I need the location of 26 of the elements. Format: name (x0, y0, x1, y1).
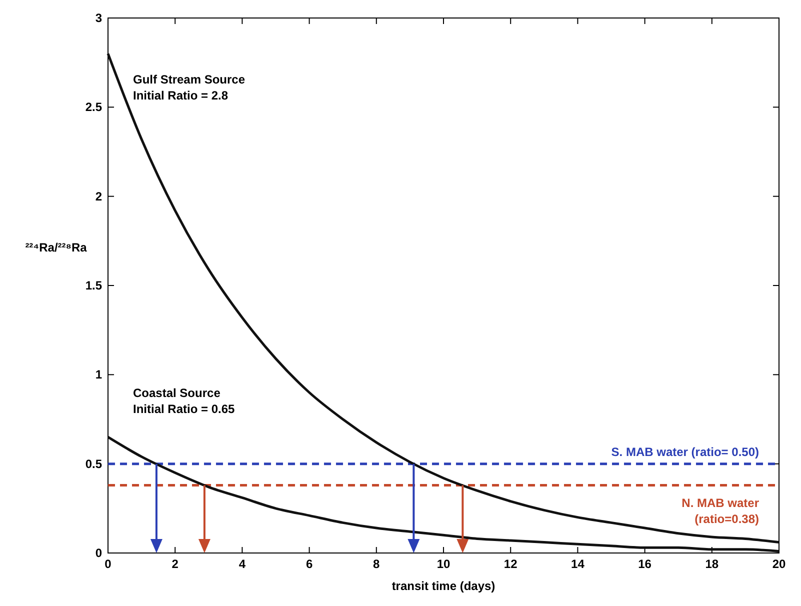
y-axis-title: ²²⁴Ra/²²⁸Ra (25, 240, 88, 254)
ref-line-label: N. MAB water (ratio=0.38) (682, 496, 760, 526)
x-tick-label: 0 (104, 557, 112, 571)
y-tick-label: 3 (95, 11, 102, 25)
x-tick-label: 16 (638, 557, 652, 571)
annotation: Coastal Source Initial Ratio = 0.65 (133, 386, 236, 416)
line-series (106, 52, 780, 544)
x-tick-label: 14 (571, 557, 585, 571)
ref-line-label: S. MAB water (ratio= 0.50) (611, 444, 759, 459)
x-tick-label: 8 (373, 557, 380, 571)
line-series (106, 436, 780, 552)
y-tick-label: 2 (95, 189, 102, 204)
x-tick-label: 4 (238, 557, 246, 571)
y-tick-label: 2.5 (85, 100, 102, 114)
y-tick-label: 0 (95, 546, 102, 560)
annotation: Gulf Stream Source Initial Ratio = 2.8 (133, 72, 246, 103)
x-tick-label: 20 (772, 557, 786, 571)
y-tick-label: 0.5 (85, 456, 102, 471)
x-tick-label: 18 (705, 557, 719, 571)
y-tick-label: 1.5 (85, 278, 102, 292)
x-tick-label: 12 (504, 557, 518, 571)
y-tick-label: 1 (95, 368, 102, 382)
x-tick-label: 6 (306, 557, 313, 571)
x-tick-label: 10 (436, 557, 450, 571)
x-axis-title: transit time (days) (392, 579, 496, 593)
x-tick-label: 2 (172, 557, 179, 571)
